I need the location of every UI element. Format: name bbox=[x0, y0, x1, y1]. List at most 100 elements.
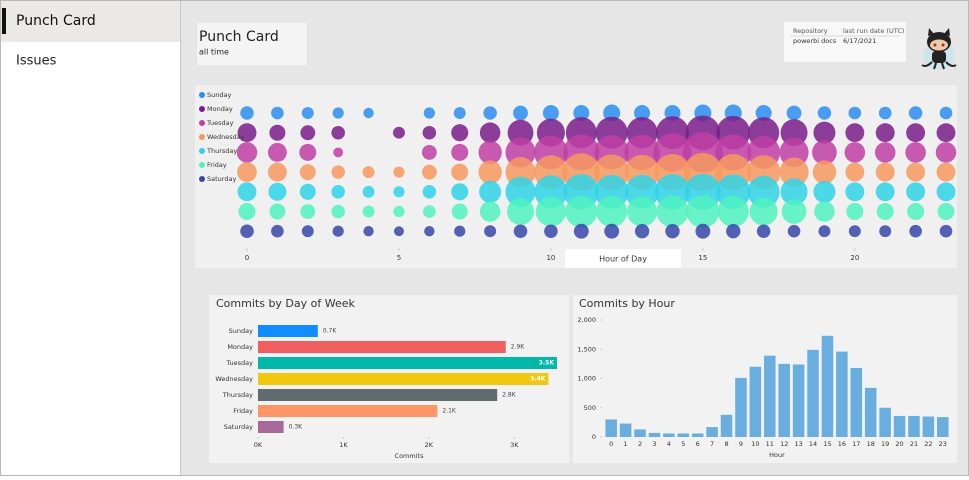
bar bbox=[258, 341, 506, 353]
data-label: 0.7K bbox=[323, 328, 338, 335]
bubble bbox=[331, 185, 345, 199]
bubble bbox=[422, 125, 437, 140]
bubble bbox=[875, 182, 895, 202]
bubble bbox=[301, 107, 314, 119]
bubble bbox=[844, 142, 866, 163]
bubble bbox=[781, 199, 807, 224]
category-label: Sunday bbox=[229, 327, 253, 335]
bar bbox=[908, 415, 920, 437]
bubble bbox=[423, 205, 436, 218]
bubble bbox=[780, 178, 808, 206]
bubble bbox=[726, 224, 741, 239]
bubble bbox=[484, 225, 497, 238]
bubble bbox=[813, 180, 836, 203]
bar bbox=[764, 355, 776, 437]
nav-item[interactable]: Punch Card bbox=[16, 13, 96, 29]
nav-item-selected[interactable] bbox=[0, 0, 180, 42]
bar bbox=[807, 349, 819, 437]
bubble bbox=[451, 183, 469, 201]
data-label: 2.8K bbox=[502, 392, 517, 399]
legend-marker bbox=[199, 106, 205, 112]
legend-marker bbox=[199, 148, 205, 154]
bubble bbox=[936, 162, 956, 182]
bubble bbox=[331, 165, 345, 179]
x-tick-label: 16 bbox=[838, 440, 846, 448]
bubble bbox=[780, 119, 808, 147]
bubble bbox=[332, 225, 344, 237]
bar bbox=[893, 415, 906, 437]
legend-marker bbox=[199, 134, 205, 140]
x-axis-title: Commits bbox=[395, 452, 425, 460]
y-tick-label: 0 bbox=[592, 433, 596, 441]
bubble bbox=[909, 224, 922, 238]
page-title: Punch Card bbox=[199, 29, 279, 45]
x-axis-title: Hour of Day bbox=[599, 255, 647, 264]
bar bbox=[706, 427, 718, 437]
legend-label: Friday bbox=[207, 161, 227, 169]
bubble bbox=[544, 224, 558, 238]
bar bbox=[937, 417, 949, 437]
bar bbox=[619, 423, 632, 437]
bubble bbox=[505, 176, 536, 207]
bar bbox=[735, 377, 747, 437]
bubble bbox=[656, 195, 689, 228]
legend-marker bbox=[199, 120, 205, 126]
nav-item[interactable]: Issues bbox=[16, 54, 57, 69]
bubble bbox=[937, 202, 955, 221]
info-cell: 6/17/2021 bbox=[843, 37, 876, 45]
bubble bbox=[299, 143, 317, 161]
x-tick-label: 18 bbox=[867, 440, 875, 448]
x-tick-label: 1 bbox=[624, 440, 628, 448]
bar bbox=[258, 405, 438, 417]
bubble bbox=[935, 142, 957, 163]
bubble bbox=[362, 205, 375, 218]
bubble bbox=[939, 224, 953, 238]
legend-label: Sunday bbox=[207, 91, 231, 99]
bubble bbox=[906, 123, 926, 143]
x-tick-label: 6 bbox=[696, 440, 700, 448]
bubble bbox=[756, 224, 771, 238]
bar bbox=[258, 357, 557, 369]
bubble bbox=[331, 125, 345, 140]
bubble bbox=[240, 106, 254, 120]
bubble bbox=[236, 142, 258, 163]
data-label: 3.4K bbox=[530, 376, 546, 383]
x-tick-label: 19 bbox=[881, 440, 889, 448]
bubble bbox=[267, 142, 287, 162]
bubble bbox=[905, 142, 926, 163]
bar bbox=[258, 325, 318, 337]
bubble bbox=[906, 162, 926, 182]
bubble bbox=[542, 105, 559, 121]
bubble bbox=[535, 196, 566, 227]
x-tick-label: 17 bbox=[852, 440, 860, 448]
legend-marker bbox=[199, 162, 205, 168]
bar bbox=[605, 419, 617, 437]
y-tick-label: 1,000 bbox=[577, 375, 596, 383]
x-tick-label: 7 bbox=[710, 440, 714, 448]
bubble bbox=[478, 140, 502, 165]
legend-label: Wednesday bbox=[207, 133, 245, 141]
data-label: 0.3K bbox=[289, 424, 304, 431]
bubble bbox=[906, 182, 926, 202]
bubble bbox=[393, 166, 405, 178]
bubble bbox=[573, 223, 589, 239]
bubble bbox=[454, 225, 466, 237]
x-tick-label: 9 bbox=[739, 440, 743, 448]
bubble bbox=[363, 226, 374, 237]
x-tick-label: 8 bbox=[724, 440, 728, 448]
info-cell: powerbi docs bbox=[793, 37, 837, 45]
x-tick-label: 0 bbox=[245, 254, 249, 262]
x-tick-label: 11 bbox=[766, 440, 774, 448]
bubble bbox=[331, 204, 345, 219]
bar bbox=[691, 433, 704, 437]
github-logo bbox=[921, 28, 957, 70]
x-tick-label: 3 bbox=[652, 440, 656, 448]
bubble bbox=[479, 180, 502, 203]
bubble bbox=[749, 197, 778, 226]
bubble bbox=[875, 123, 895, 143]
bar bbox=[258, 421, 284, 433]
legend-marker bbox=[199, 176, 205, 182]
bubble bbox=[267, 162, 287, 182]
bubble bbox=[665, 224, 680, 239]
x-tick-label: 10 bbox=[546, 254, 555, 262]
